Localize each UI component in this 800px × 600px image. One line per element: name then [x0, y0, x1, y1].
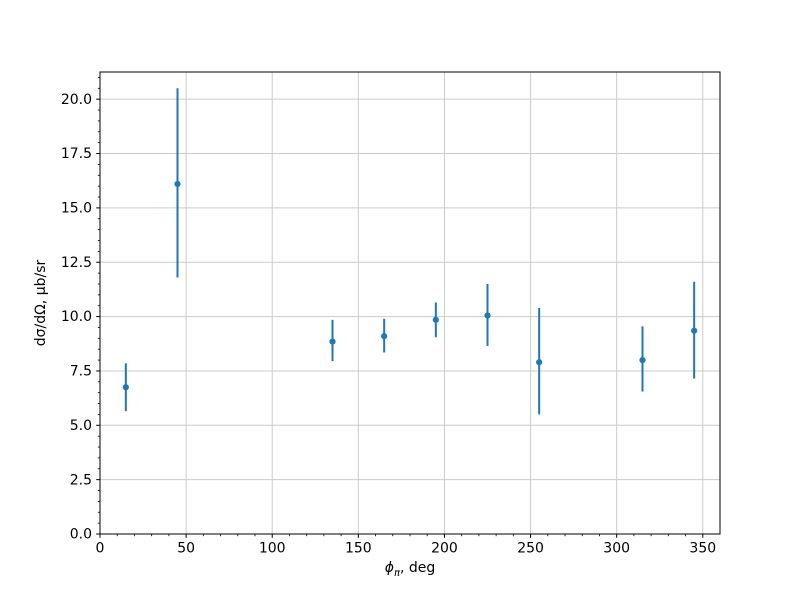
- data-point: [329, 338, 336, 345]
- data-point: [639, 356, 646, 364]
- data-point: [381, 333, 388, 340]
- y-tick-label: 7.5: [70, 364, 92, 380]
- x-axis-label-symbol: ϕ: [384, 560, 394, 576]
- x-tick-label: 0: [96, 541, 105, 557]
- data-point: [536, 359, 543, 366]
- y-tick-label: 10.0: [61, 309, 92, 325]
- y-tick-label: 20.0: [61, 92, 92, 108]
- y-axis-label: dσ/dΩ, μb/sr: [33, 260, 49, 347]
- x-tick-label: 50: [177, 541, 195, 557]
- data-point: [691, 327, 698, 334]
- x-axis-label-suffix: , deg: [399, 560, 436, 576]
- data-point: [484, 312, 491, 319]
- y-tick-label: 15.0: [61, 201, 92, 217]
- y-tick-label: 12.5: [61, 255, 92, 271]
- data-point: [432, 316, 439, 323]
- x-tick-label: 200: [431, 541, 458, 557]
- y-tick-label: 5.0: [70, 418, 92, 434]
- data-point: [174, 180, 181, 188]
- x-tick-label: 300: [603, 541, 630, 557]
- y-tick-label: 2.5: [70, 472, 92, 488]
- x-axis-label-subscript: π: [393, 567, 400, 579]
- axes-spines: [99, 71, 721, 535]
- x-tick-label: 150: [345, 541, 372, 557]
- data-point: [122, 384, 129, 391]
- y-tick-label: 17.5: [61, 146, 92, 162]
- x-tick-label: 250: [517, 541, 544, 557]
- y-tick-label: 0.0: [70, 527, 92, 543]
- x-tick-label: 100: [259, 541, 286, 557]
- x-tick-label: 350: [689, 541, 716, 557]
- y-axis-label-text: dσ/dΩ, μb/sr: [33, 259, 49, 347]
- x-axis-label: ϕπ, deg: [100, 560, 720, 579]
